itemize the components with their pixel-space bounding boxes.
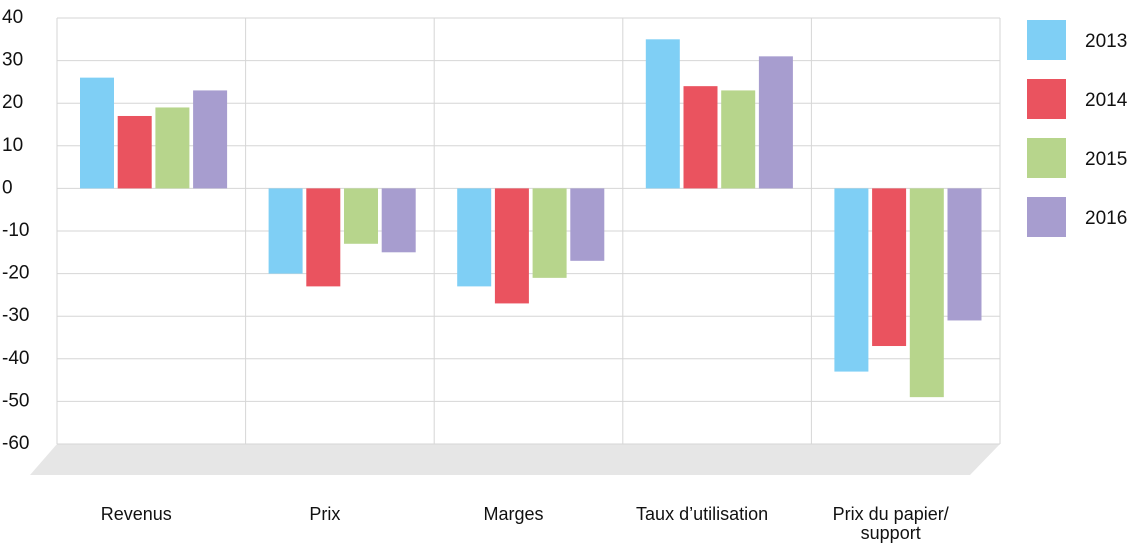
legend-label: 2013 [1085, 31, 1127, 52]
legend-swatch [1027, 197, 1066, 237]
legend-label: 2014 [1085, 90, 1128, 111]
y-tick-label: -10 [2, 220, 29, 241]
y-tick-label: -60 [2, 433, 29, 454]
bar [645, 39, 680, 189]
bar [834, 188, 869, 372]
legend-swatch [1027, 138, 1066, 178]
legend-swatch [1027, 79, 1066, 119]
bar [570, 188, 605, 261]
y-tick-label: -40 [2, 348, 29, 369]
bar [532, 188, 567, 278]
y-tick-label: 40 [2, 7, 23, 28]
bar [155, 107, 190, 189]
bar [909, 188, 944, 398]
bar [683, 86, 718, 189]
y-tick-label: -50 [2, 390, 29, 411]
bar [872, 188, 907, 347]
bar [947, 188, 982, 321]
y-tick-label: 30 [2, 50, 23, 71]
bar [494, 188, 529, 304]
bar [268, 188, 303, 274]
y-tick-label: 0 [2, 177, 13, 198]
y-tick-label: -30 [2, 305, 29, 326]
legend-swatch [1027, 20, 1066, 60]
bar [117, 115, 152, 189]
bar [80, 77, 114, 189]
bar [193, 90, 228, 189]
x-tick-label: Marges [483, 504, 544, 524]
bar [457, 188, 492, 287]
y-tick-label: 20 [2, 92, 23, 113]
y-tick-label: 10 [2, 135, 23, 156]
bar [721, 90, 756, 189]
x-tick-label: Prix du papier/ support [832, 504, 949, 543]
x-tick-label: Prix [309, 504, 341, 524]
x-tick-label: Taux d’utilisation [636, 504, 769, 524]
bar [344, 188, 378, 244]
x-tick-label: Revenus [100, 504, 172, 524]
legend-label: 2015 [1085, 149, 1127, 170]
legend-label: 2016 [1085, 208, 1127, 229]
bar [306, 188, 341, 287]
bar [758, 56, 793, 189]
floor [30, 444, 1000, 475]
y-tick-label: -20 [2, 263, 29, 284]
bar [381, 188, 416, 253]
